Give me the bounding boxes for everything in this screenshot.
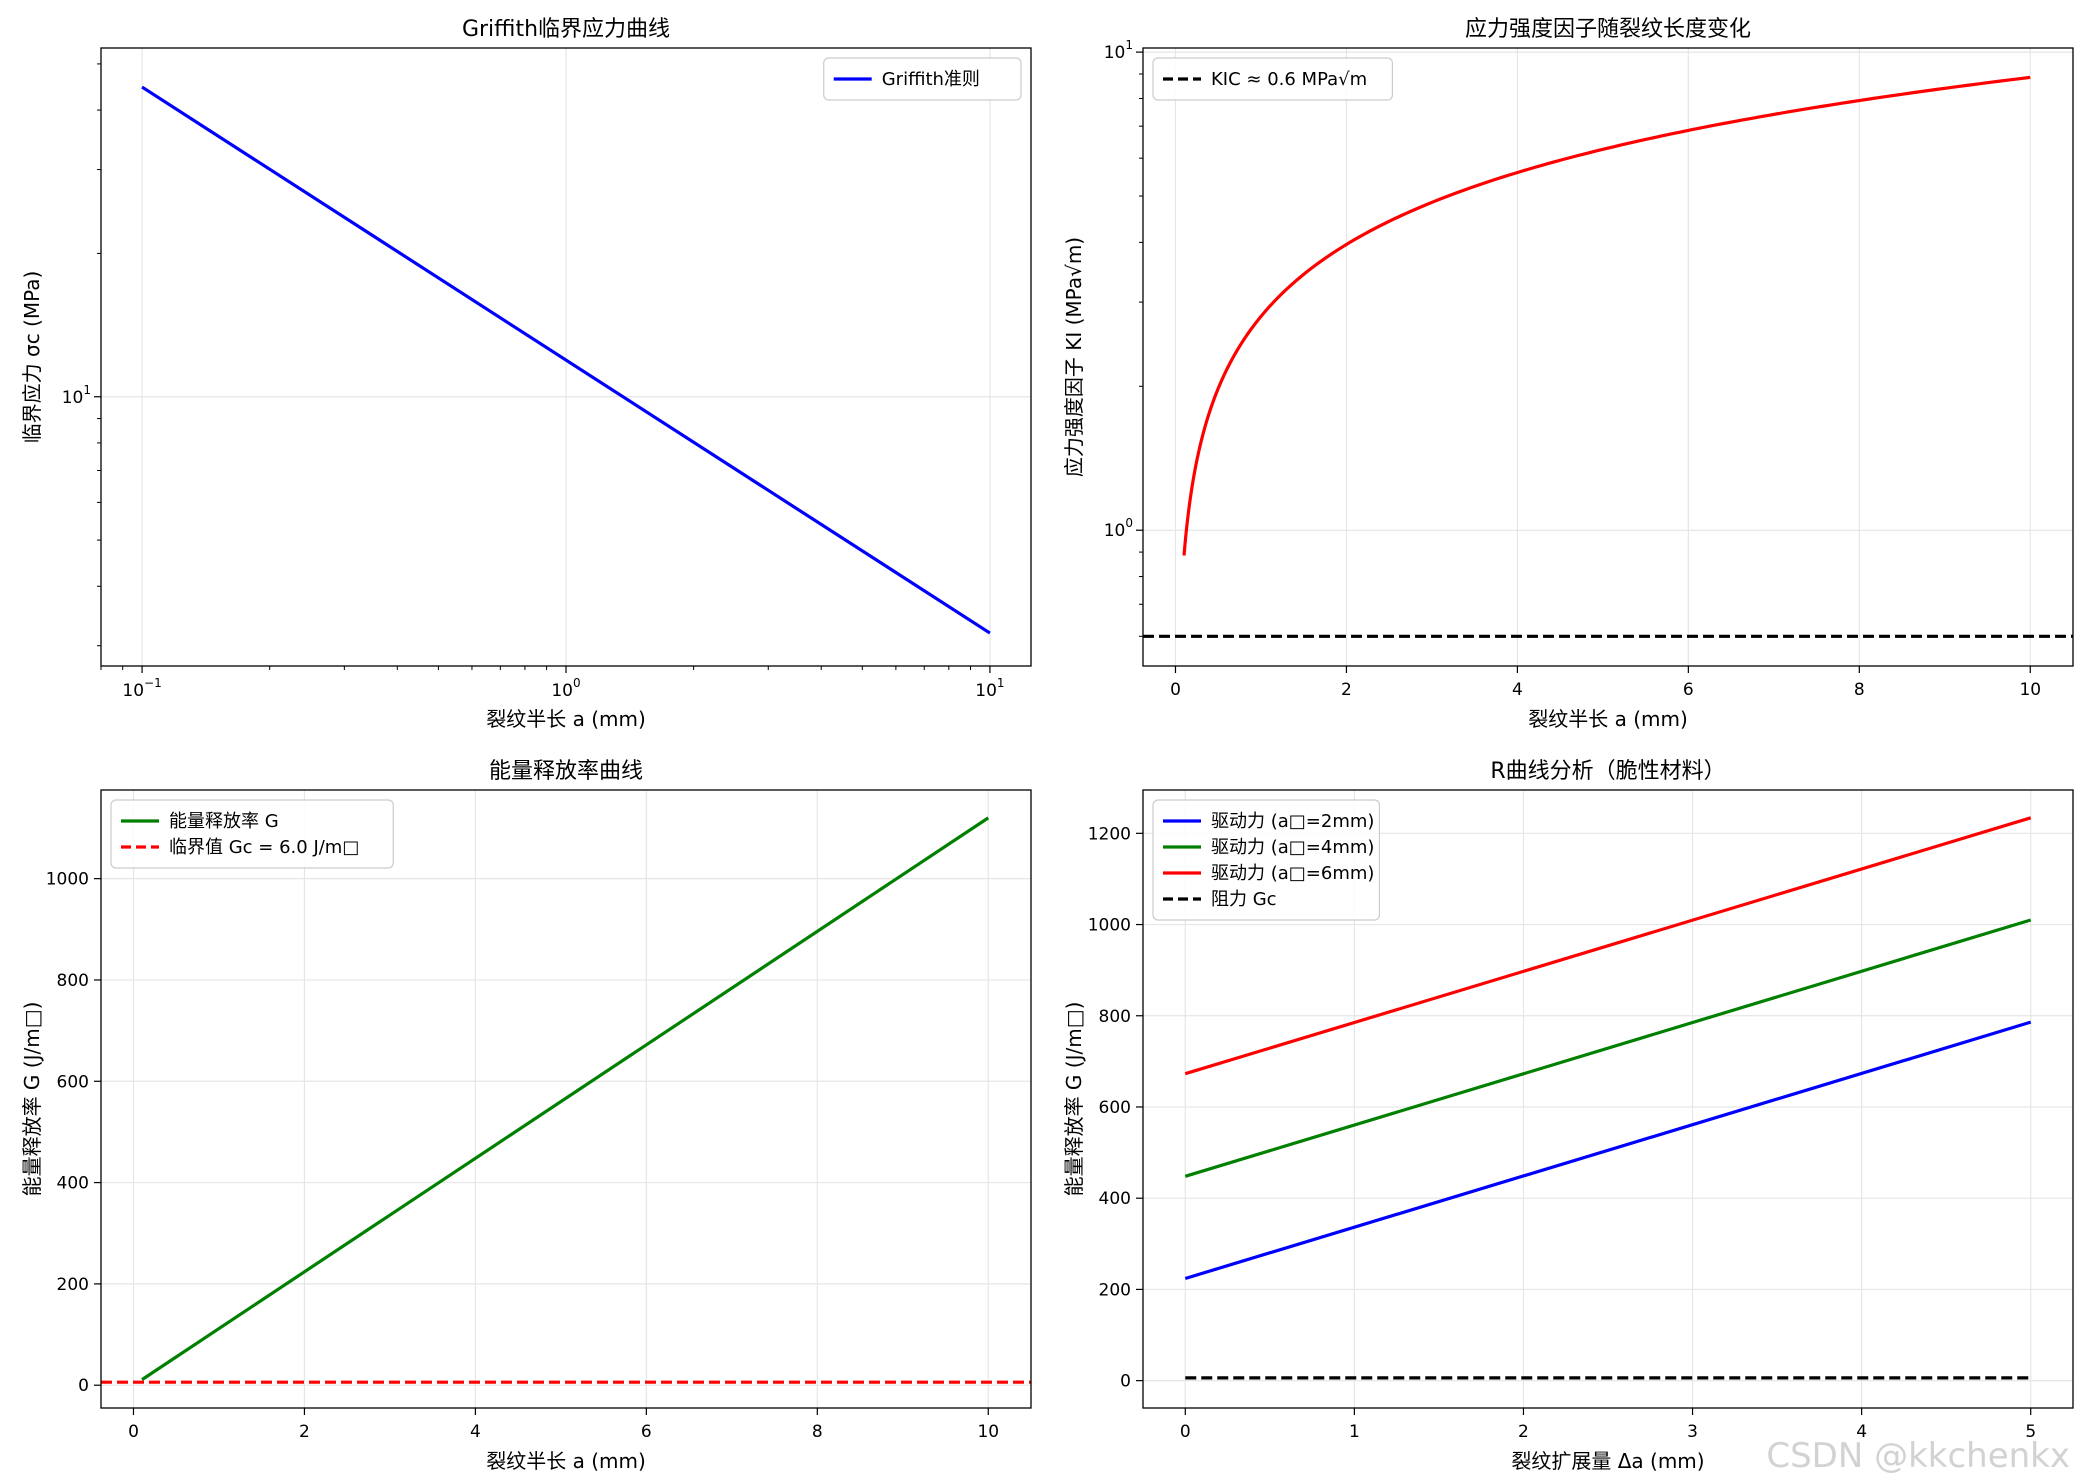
legend-box [823,57,1022,101]
tick-label-x: 4 [1856,1422,1867,1442]
series-line-3 [1184,816,2032,1076]
tick-label-y: 1000 [46,870,89,890]
chart-title: Griffith临界应力曲线 [462,17,670,42]
series-line-1 [141,85,991,635]
chart-title: 应力强度因子随裂纹长度变化 [1465,17,1751,42]
tick-label-x: 2 [299,1422,310,1442]
axes-frame [1142,789,2074,1409]
chart-4: 0 1 2 3 4 5 0 200 400 600 800 1000 1200 R曲线分析（脆性材料） 裂纹… [1062,759,2074,1473]
series-line-2 [1184,918,2032,1178]
tick-label-x: 10−1 [122,676,161,701]
legend-label: 阻力 Gc [1211,889,1277,910]
chart-title: 能量释放率曲线 [489,759,643,784]
tick-label-y: 800 [1099,1007,1131,1027]
series-line-1 [1184,1020,2032,1281]
legend: 能量释放率 G 临界值 Gc = 6.0 J/m□ [110,799,394,869]
tick-label-x: 0 [1180,1422,1191,1442]
series-group [1184,816,2032,1380]
watermark: CSDN @kkchenkx [1766,1436,2070,1476]
legend-label: 能量释放率 G [169,811,279,832]
tick-label-x: 8 [812,1422,823,1442]
tick-label-y: 1200 [1088,824,1131,844]
tick-label-x: 100 [551,676,580,701]
series-line-1 [1182,75,2031,556]
tick-label-x: 6 [641,1422,652,1442]
tick-label-x: 3 [1687,1422,1698,1442]
legend: Griffith准则 [823,57,1022,101]
series-group [141,85,991,635]
legend-label: 驱动力 (a□=4mm) [1211,837,1374,858]
legend-label: Griffith准则 [882,69,980,90]
tick-label-y: 1000 [1088,916,1131,936]
legend: 驱动力 (a□=2mm) 驱动力 (a□=4mm) 驱动力 (a□=6mm) 阻力 G… [1152,799,1381,921]
legend-box [110,799,394,869]
tick-label-x: 8 [1854,680,1865,700]
tick-label-x: 101 [975,676,1004,701]
y-axis-label: 临界应力 σc (MPa) [20,271,44,444]
tick-label-x: 5 [2025,1422,2036,1442]
tick-label-y: 100 [1104,516,1133,541]
tick-label-y: 0 [1120,1372,1131,1392]
y-axis-label: 能量释放率 G (J/m□) [20,1002,44,1197]
tick-label-x: 6 [1683,680,1694,700]
x-axis-label: 裂纹半长 a (mm) [1528,707,1688,731]
legend: KIC ≈ 0.6 MPa√m [1152,57,1393,101]
x-axis-label: 裂纹半长 a (mm) [486,707,646,731]
tick-label-y: 0 [78,1376,89,1396]
tick-label-y: 101 [1104,38,1133,63]
y-axis-label: 应力强度因子 KI (MPa√m) [1062,237,1086,477]
tick-label-x: 0 [1170,680,1181,700]
series-line-1 [141,816,990,1381]
series-group [101,816,1031,1384]
legend-box [1152,57,1393,101]
axes-frame [100,789,1032,1409]
grid [101,48,1031,666]
tick-label-x: 10 [977,1422,999,1442]
tick-label-y: 200 [1099,1280,1131,1300]
tick-label-y: 600 [1099,1098,1131,1118]
tick-label-x: 10 [2019,680,2041,700]
grid [1143,48,2073,666]
tick-label-y: 101 [62,383,91,408]
tick-label-y: 200 [57,1275,89,1295]
legend-label: 驱动力 (a□=2mm) [1211,811,1374,832]
legend-box [1152,799,1381,921]
tick-label-x: 2 [1341,680,1352,700]
grid [101,790,1031,1408]
tick-label-y: 800 [57,971,89,991]
tick-label-x: 1 [1349,1422,1360,1442]
y-axis-label: 能量释放率 G (J/m□) [1062,1002,1086,1197]
series-group [1143,75,2073,638]
legend-label: 临界值 Gc = 6.0 J/m□ [169,837,359,858]
tick-label-x: 4 [470,1422,481,1442]
tick-label-x: 2 [1518,1422,1529,1442]
tick-label-y: 600 [57,1072,89,1092]
chart-title: R曲线分析（脆性材料） [1490,759,1725,784]
tick-label-x: 4 [1512,680,1523,700]
x-axis-label: 裂纹扩展量 Δa (mm) [1511,1449,1704,1473]
tick-label-x: 0 [128,1422,139,1442]
axes-frame [1142,47,2074,667]
legend-label: 驱动力 (a□=6mm) [1211,863,1374,884]
x-axis-label: 裂纹半长 a (mm) [486,1449,646,1473]
tick-label-y: 400 [1099,1189,1131,1209]
legend-label: KIC ≈ 0.6 MPa√m [1211,69,1367,90]
tick-label-y: 400 [57,1174,89,1194]
